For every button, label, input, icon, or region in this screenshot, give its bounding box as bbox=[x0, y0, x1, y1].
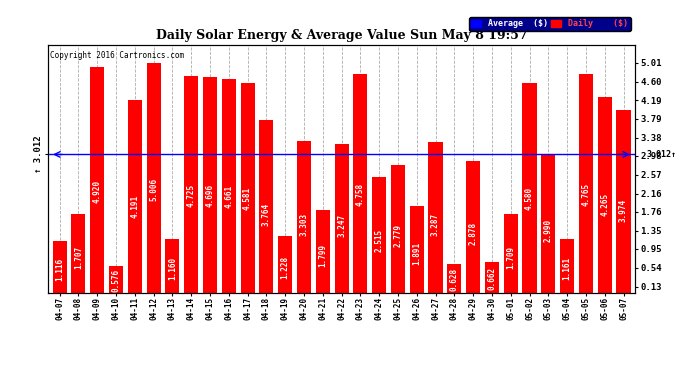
Bar bbox=[335, 144, 348, 292]
Text: 2.990: 2.990 bbox=[544, 219, 553, 242]
Bar bbox=[259, 120, 273, 292]
Bar bbox=[372, 177, 386, 292]
Text: 0.628: 0.628 bbox=[450, 268, 459, 291]
Text: 1.709: 1.709 bbox=[506, 246, 515, 269]
Text: 4.580: 4.580 bbox=[525, 186, 534, 210]
Bar bbox=[410, 206, 424, 292]
Bar bbox=[541, 156, 555, 292]
Text: 4.581: 4.581 bbox=[243, 186, 252, 210]
Bar bbox=[71, 214, 86, 292]
Title: Daily Solar Energy & Average Value Sun May 8 19:57: Daily Solar Energy & Average Value Sun M… bbox=[156, 30, 527, 42]
Bar bbox=[504, 214, 518, 292]
Text: 4.191: 4.191 bbox=[130, 195, 139, 217]
Text: 4.765: 4.765 bbox=[582, 183, 591, 206]
Text: 5.006: 5.006 bbox=[149, 178, 158, 201]
Text: 4.696: 4.696 bbox=[206, 184, 215, 207]
Text: 3.247: 3.247 bbox=[337, 214, 346, 237]
Text: 3.764: 3.764 bbox=[262, 203, 271, 226]
Bar bbox=[579, 74, 593, 292]
Text: 1.160: 1.160 bbox=[168, 257, 177, 280]
Bar bbox=[447, 264, 462, 292]
Text: 1.228: 1.228 bbox=[281, 256, 290, 279]
Text: 1.707: 1.707 bbox=[74, 246, 83, 269]
Text: 1.891: 1.891 bbox=[412, 242, 421, 265]
Text: 3.974: 3.974 bbox=[619, 199, 628, 222]
Bar bbox=[221, 79, 236, 292]
Bar bbox=[184, 76, 198, 292]
Text: 2.878: 2.878 bbox=[469, 222, 477, 245]
Bar bbox=[52, 242, 67, 292]
Bar bbox=[391, 165, 405, 292]
Bar bbox=[297, 141, 311, 292]
Text: 0.662: 0.662 bbox=[487, 267, 496, 290]
Text: 2.515: 2.515 bbox=[375, 229, 384, 252]
Text: 1.116: 1.116 bbox=[55, 258, 64, 281]
Bar bbox=[90, 67, 104, 292]
Text: 0.576: 0.576 bbox=[112, 269, 121, 292]
Bar bbox=[128, 100, 142, 292]
Bar bbox=[560, 239, 574, 292]
Text: 2.779: 2.779 bbox=[393, 224, 402, 247]
Text: 4.265: 4.265 bbox=[600, 193, 609, 216]
Bar bbox=[598, 97, 612, 292]
Bar bbox=[616, 110, 631, 292]
Text: 4.920: 4.920 bbox=[92, 180, 101, 203]
Bar bbox=[166, 239, 179, 292]
Bar bbox=[146, 63, 161, 292]
Bar bbox=[241, 82, 255, 292]
Text: Copyright 2016 Cartronics.com: Copyright 2016 Cartronics.com bbox=[50, 51, 184, 60]
Text: 4.758: 4.758 bbox=[356, 183, 365, 206]
Bar bbox=[316, 210, 330, 292]
Bar bbox=[485, 262, 499, 292]
Text: 3.287: 3.287 bbox=[431, 213, 440, 236]
Bar bbox=[278, 236, 292, 292]
Text: 4.661: 4.661 bbox=[224, 185, 233, 208]
Text: 4.725: 4.725 bbox=[187, 183, 196, 207]
Bar bbox=[109, 266, 123, 292]
Text: 1.161: 1.161 bbox=[562, 257, 571, 280]
Text: 3.012↑: 3.012↑ bbox=[647, 150, 676, 159]
Text: 1.799: 1.799 bbox=[318, 244, 327, 267]
Bar bbox=[522, 82, 537, 292]
Bar bbox=[353, 74, 367, 292]
Bar bbox=[428, 142, 442, 292]
Bar bbox=[203, 77, 217, 292]
Legend: Average  ($), Daily    ($): Average ($), Daily ($) bbox=[469, 17, 631, 31]
Text: 3.303: 3.303 bbox=[299, 213, 308, 236]
Bar bbox=[466, 160, 480, 292]
